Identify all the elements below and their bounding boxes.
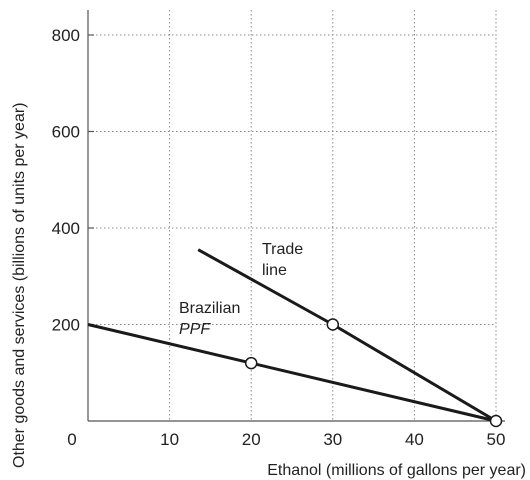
annotation-ppf-1: Brazilian <box>179 300 240 317</box>
x-tick-label-50: 50 <box>487 430 506 449</box>
data-point-20-120 <box>244 356 258 370</box>
annotations: Trade line Brazilian PPF <box>179 241 303 338</box>
y-tick-label-200: 200 <box>52 316 80 335</box>
x-tick-label-20: 20 <box>242 430 261 449</box>
x-tick-label-10: 10 <box>160 430 179 449</box>
data-point-30-200 <box>326 318 340 331</box>
axes <box>87 10 505 422</box>
tick-labels: 0 10 20 30 40 50 200 400 600 800 <box>52 26 506 449</box>
x-tick-label-40: 40 <box>405 430 424 449</box>
points <box>244 318 503 428</box>
y-tick-label-600: 600 <box>52 123 80 142</box>
gridlines <box>88 10 497 421</box>
annotation-ppf-2: PPF <box>179 321 211 338</box>
y-tick-label-800: 800 <box>52 26 80 45</box>
annotation-trade-line-2: line <box>262 262 287 279</box>
series-line-trade-line <box>197 248 497 423</box>
annotation-trade-line-1: Trade <box>262 241 303 258</box>
series-line-brazilian-ppf <box>87 323 497 423</box>
data-point-50-0 <box>489 414 503 428</box>
y-tick-label-400: 400 <box>52 219 80 238</box>
x-axis-label: Ethanol (millions of gallons per year) <box>267 462 526 479</box>
x-tick-label-0: 0 <box>67 430 76 449</box>
x-tick-label-30: 30 <box>323 430 342 449</box>
y-axis-label: Other goods and services (billions of un… <box>11 102 28 468</box>
series <box>87 248 497 423</box>
